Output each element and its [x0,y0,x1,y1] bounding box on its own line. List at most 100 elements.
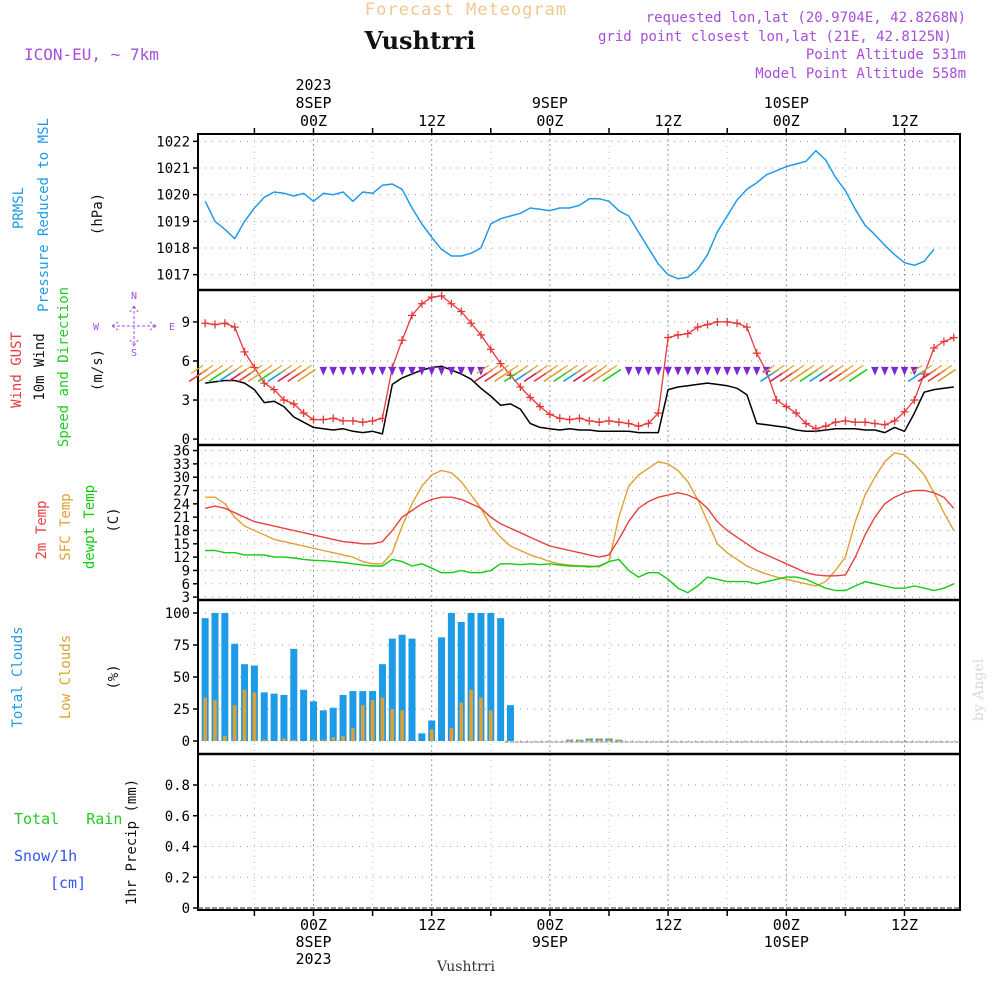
wind-gust-marker [802,419,810,428]
time-label-bottom: 8SEP [295,933,331,951]
wind-gust-marker [545,410,554,419]
low-clouds-bar [449,728,454,741]
wind-gust-marker [457,307,466,316]
wind-gust-marker [870,419,879,428]
total-clouds-bar [487,613,495,741]
wind-direction-arrow [693,366,702,376]
total-clouds-bar [221,613,229,741]
wind-gust-marker [348,416,357,425]
wind-direction-arrow [674,366,682,376]
time-label-top: 12Z [891,112,918,130]
wind-gust-marker [664,333,673,342]
wind-barb [801,364,815,374]
wind-barb [584,364,598,374]
time-label-top: 10SEP [764,94,809,112]
time-label-bottom: 12Z [655,916,682,934]
wind-gust-marker [939,337,948,346]
y-tick-label: 33 [173,457,190,473]
footer-station: Vushtrri [436,959,495,975]
low-clouds-bar [223,735,227,741]
low-clouds-bar [262,739,267,742]
wind-direction-arrow [329,366,337,376]
temp-unit: (C) [106,507,122,532]
wind-barb [762,364,775,374]
low-clouds-bar [390,709,395,741]
wind-direction-arrow [378,366,387,376]
wind-gust-marker [930,343,939,352]
wind-gust-marker [851,418,860,427]
low-clouds-bar [213,700,217,741]
pressure-unit: (hPa) [90,193,106,235]
y-tick-label: 3 [182,393,190,409]
wind-barb [249,364,263,374]
wind-direction-arrow [339,366,347,376]
wind-gust-marker [299,409,308,418]
wind-barb [240,364,253,374]
y-tick-label: 6 [182,577,190,593]
wind-barb [515,364,529,374]
wind-direction-arrow [624,366,633,376]
wind-gust-marker [447,299,456,308]
low-clouds-bar [360,705,365,741]
wind-gust-marker [476,330,485,339]
y-tick-label: 15 [173,537,190,553]
low-clouds-bar [617,739,621,742]
wind-barb [299,364,312,374]
wind-gust-marker [713,317,722,326]
wind-direction-arrow [743,366,751,376]
low-clouds-bar [587,738,592,741]
wind-barb [476,364,490,374]
total-clouds-bar [497,618,505,741]
wind-direction-arrow [664,366,672,376]
wind-barb [939,364,953,374]
brand-title: Forecast Meteogram [365,0,567,20]
wind-gust-marker [211,320,219,329]
wind-gust-marker [772,396,781,405]
wind-direction-arrow [634,366,643,376]
low-clouds-bar [203,697,207,741]
total-clouds-label: Total Clouds [10,626,26,727]
low-clouds-bar [321,739,326,742]
point-altitude: Point Altitude 531m [806,47,966,63]
total-clouds-bar [388,638,396,741]
wind-direction-arrow [644,366,653,376]
wind-gust-marker [811,424,820,433]
wind-gust-marker [309,415,318,424]
time-label-top: 00Z [300,112,327,130]
wind-barb [496,364,509,374]
wind-direction-arrow [654,366,663,376]
wind-gust-marker [723,317,732,326]
wind-direction-arrow [890,366,899,376]
y-tick-label: 3 [182,590,190,606]
temp2m-label: 2m Temp [34,500,50,559]
time-label-top: 2023 [295,76,331,94]
y-tick-label: 1022 [156,134,190,150]
total-clouds-bar [349,691,357,741]
wind-direction-arrow [398,366,406,376]
wind-barb [230,364,243,374]
wind-barb [259,364,273,374]
wind-direction-arrow [388,366,397,376]
time-label-top: 00Z [773,112,800,130]
y-tick-label: 100 [165,606,190,622]
y-tick-label: 25 [173,702,190,718]
total-clouds-bar [300,689,308,741]
wind-gust-marker [408,311,416,320]
wind-barb [269,364,283,374]
sfc-temp-label: SFC Temp [58,493,74,560]
wind-direction-arrow [408,366,416,376]
wind-barb [190,364,204,374]
y-tick-label: 0 [182,432,190,448]
total-clouds-bar [270,693,278,741]
wind-barb [486,364,499,374]
wind-direction-arrow [937,368,957,383]
wind-gust-marker [220,319,229,328]
wind-gust-marker [585,416,594,425]
y-tick-label: 1017 [156,268,190,284]
wind-direction-arrow [437,366,446,376]
wind-gust-marker [230,323,239,332]
wind-gust-line [205,295,955,430]
time-label-bottom: 10SEP [764,933,809,951]
wind-direction-arrow [723,366,731,376]
wind-direction-arrow [752,366,761,376]
